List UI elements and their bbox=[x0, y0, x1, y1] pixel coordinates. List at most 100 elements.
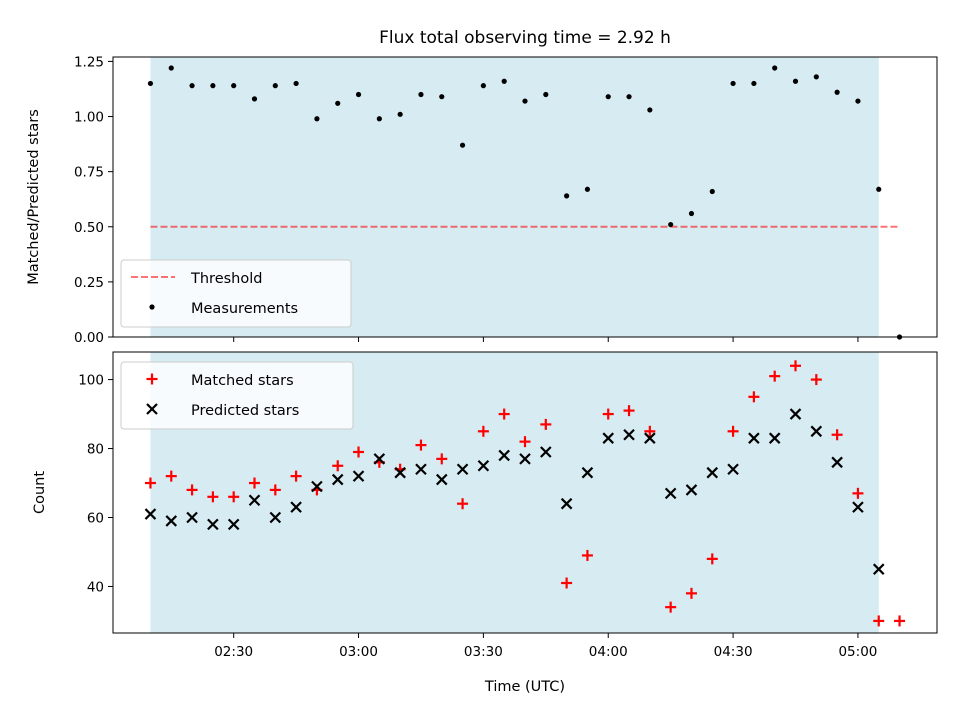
measurement-point bbox=[522, 98, 528, 104]
matched-star-point bbox=[623, 405, 635, 417]
matched-star-point bbox=[769, 370, 781, 382]
predicted-star-point bbox=[207, 518, 219, 531]
bottom-y-axis: 40 60 80 100 bbox=[78, 373, 113, 595]
predicted-star-point bbox=[748, 432, 760, 444]
predicted-star-point bbox=[269, 511, 282, 524]
matched-star-point bbox=[727, 425, 739, 437]
predicted-star-point bbox=[498, 449, 510, 462]
matched-star-point bbox=[790, 360, 802, 372]
measurement-point bbox=[459, 142, 466, 148]
top-y-tick-label: 0.00 bbox=[74, 330, 104, 346]
matched-star-point bbox=[665, 601, 677, 613]
bottom-x-tick-label: 04:00 bbox=[589, 644, 628, 660]
measurement-point bbox=[626, 94, 632, 100]
predicted-star-point bbox=[227, 518, 240, 531]
matched-star-point bbox=[332, 460, 344, 472]
matched-star-point bbox=[644, 425, 656, 437]
predicted-star-point bbox=[165, 515, 178, 527]
measurement-point bbox=[876, 186, 882, 192]
measurement-point bbox=[584, 186, 591, 192]
measurement-point bbox=[668, 221, 674, 228]
bottom-x-tick-label: 04:30 bbox=[714, 644, 753, 660]
matched-star-point bbox=[144, 477, 156, 489]
top-y-tick-label: 0.25 bbox=[74, 275, 104, 291]
matched-star-point bbox=[415, 439, 427, 451]
measurement-point bbox=[397, 111, 403, 117]
predicted-star-point bbox=[581, 466, 594, 479]
measurement-point bbox=[813, 74, 819, 80]
predicted-star-point bbox=[144, 508, 157, 520]
bottom-x-tick-label: 05:00 bbox=[838, 644, 877, 660]
predicted-star-point bbox=[477, 460, 490, 472]
top-y-tick-label: 0.50 bbox=[74, 220, 104, 236]
matched-star-point bbox=[165, 470, 177, 482]
measurement-point bbox=[272, 83, 278, 89]
top-x-axis-ticks bbox=[233, 337, 859, 342]
measurement-point bbox=[792, 78, 799, 84]
legend-predicted-label: Predicted stars bbox=[191, 403, 299, 419]
predicted-star-point bbox=[415, 463, 427, 476]
matched-star-point bbox=[894, 615, 906, 627]
predicted-star-point bbox=[685, 484, 698, 496]
matched-star-point bbox=[290, 470, 302, 482]
measurement-point bbox=[605, 94, 611, 100]
measurement-point bbox=[564, 193, 570, 199]
predicted-star-point bbox=[852, 501, 864, 513]
top-y-tick-label: 1.25 bbox=[74, 54, 104, 70]
predicted-star-point bbox=[186, 511, 198, 524]
bottom-x-tick-label: 03:00 bbox=[339, 644, 378, 660]
matched-star-point bbox=[561, 577, 573, 589]
measurement-point bbox=[688, 210, 695, 217]
predicted-star-point bbox=[872, 563, 885, 575]
bottom-y-tick-label: 60 bbox=[87, 510, 104, 526]
matched-star-point bbox=[353, 446, 365, 458]
top-y-axis: 0.00 0.25 0.50 0.75 1.00 1.25 bbox=[74, 54, 113, 346]
measurement-point bbox=[855, 98, 861, 104]
predicted-star-point bbox=[540, 446, 552, 458]
predicted-star-point bbox=[602, 432, 615, 444]
measurement-point bbox=[231, 83, 237, 89]
matched-star-point bbox=[186, 484, 198, 496]
bottom-x-tick-label: 02:30 bbox=[214, 644, 253, 660]
matched-star-point bbox=[540, 418, 552, 430]
measurement-point bbox=[168, 65, 174, 71]
predicted-star-point bbox=[290, 501, 302, 513]
predicted-star-point bbox=[727, 463, 739, 476]
predicted-star-point bbox=[789, 408, 802, 420]
measurements-series bbox=[147, 65, 903, 340]
predicted-star-point bbox=[394, 466, 406, 479]
matched-star-point bbox=[519, 436, 531, 448]
top-panel: 0.00 0.25 0.50 0.75 1.00 1.25 Matched/Predict… bbox=[26, 54, 938, 346]
predicted-star-point bbox=[560, 497, 573, 510]
measurement-point bbox=[480, 83, 486, 89]
matched-star-point bbox=[873, 615, 885, 627]
predicted-star-point bbox=[373, 453, 386, 465]
bottom-y-tick-label: 40 bbox=[87, 579, 104, 595]
predicted-star-point bbox=[352, 470, 365, 482]
matched-star-point bbox=[810, 374, 822, 386]
predicted-star-point bbox=[831, 456, 843, 469]
measurement-point bbox=[751, 80, 757, 87]
top-plot-frame bbox=[112, 56, 938, 338]
measurement-point bbox=[293, 80, 299, 87]
measurement-point bbox=[251, 96, 258, 102]
bottom-y-tick-label: 80 bbox=[87, 442, 104, 458]
matched-star-point bbox=[269, 484, 281, 496]
measurement-point bbox=[772, 65, 778, 71]
measurement-point bbox=[834, 89, 840, 95]
measurement-point bbox=[147, 80, 154, 87]
matched-star-point bbox=[581, 549, 593, 561]
measurement-point bbox=[501, 78, 507, 84]
predicted-star-point bbox=[810, 425, 823, 438]
matched-star-point bbox=[477, 425, 489, 437]
bottom-x-tick-label: 03:30 bbox=[464, 644, 503, 660]
predicted-star-point bbox=[768, 432, 781, 444]
predicted-star-point bbox=[435, 473, 448, 486]
legend-matched-swatch bbox=[146, 373, 158, 385]
legend-measurements-swatch bbox=[149, 304, 155, 310]
chart-title: Flux total observing time = 2.92 h bbox=[379, 28, 671, 48]
predicted-star-point bbox=[623, 428, 635, 441]
measurement-point bbox=[543, 91, 549, 98]
matched-star-point bbox=[248, 477, 260, 489]
